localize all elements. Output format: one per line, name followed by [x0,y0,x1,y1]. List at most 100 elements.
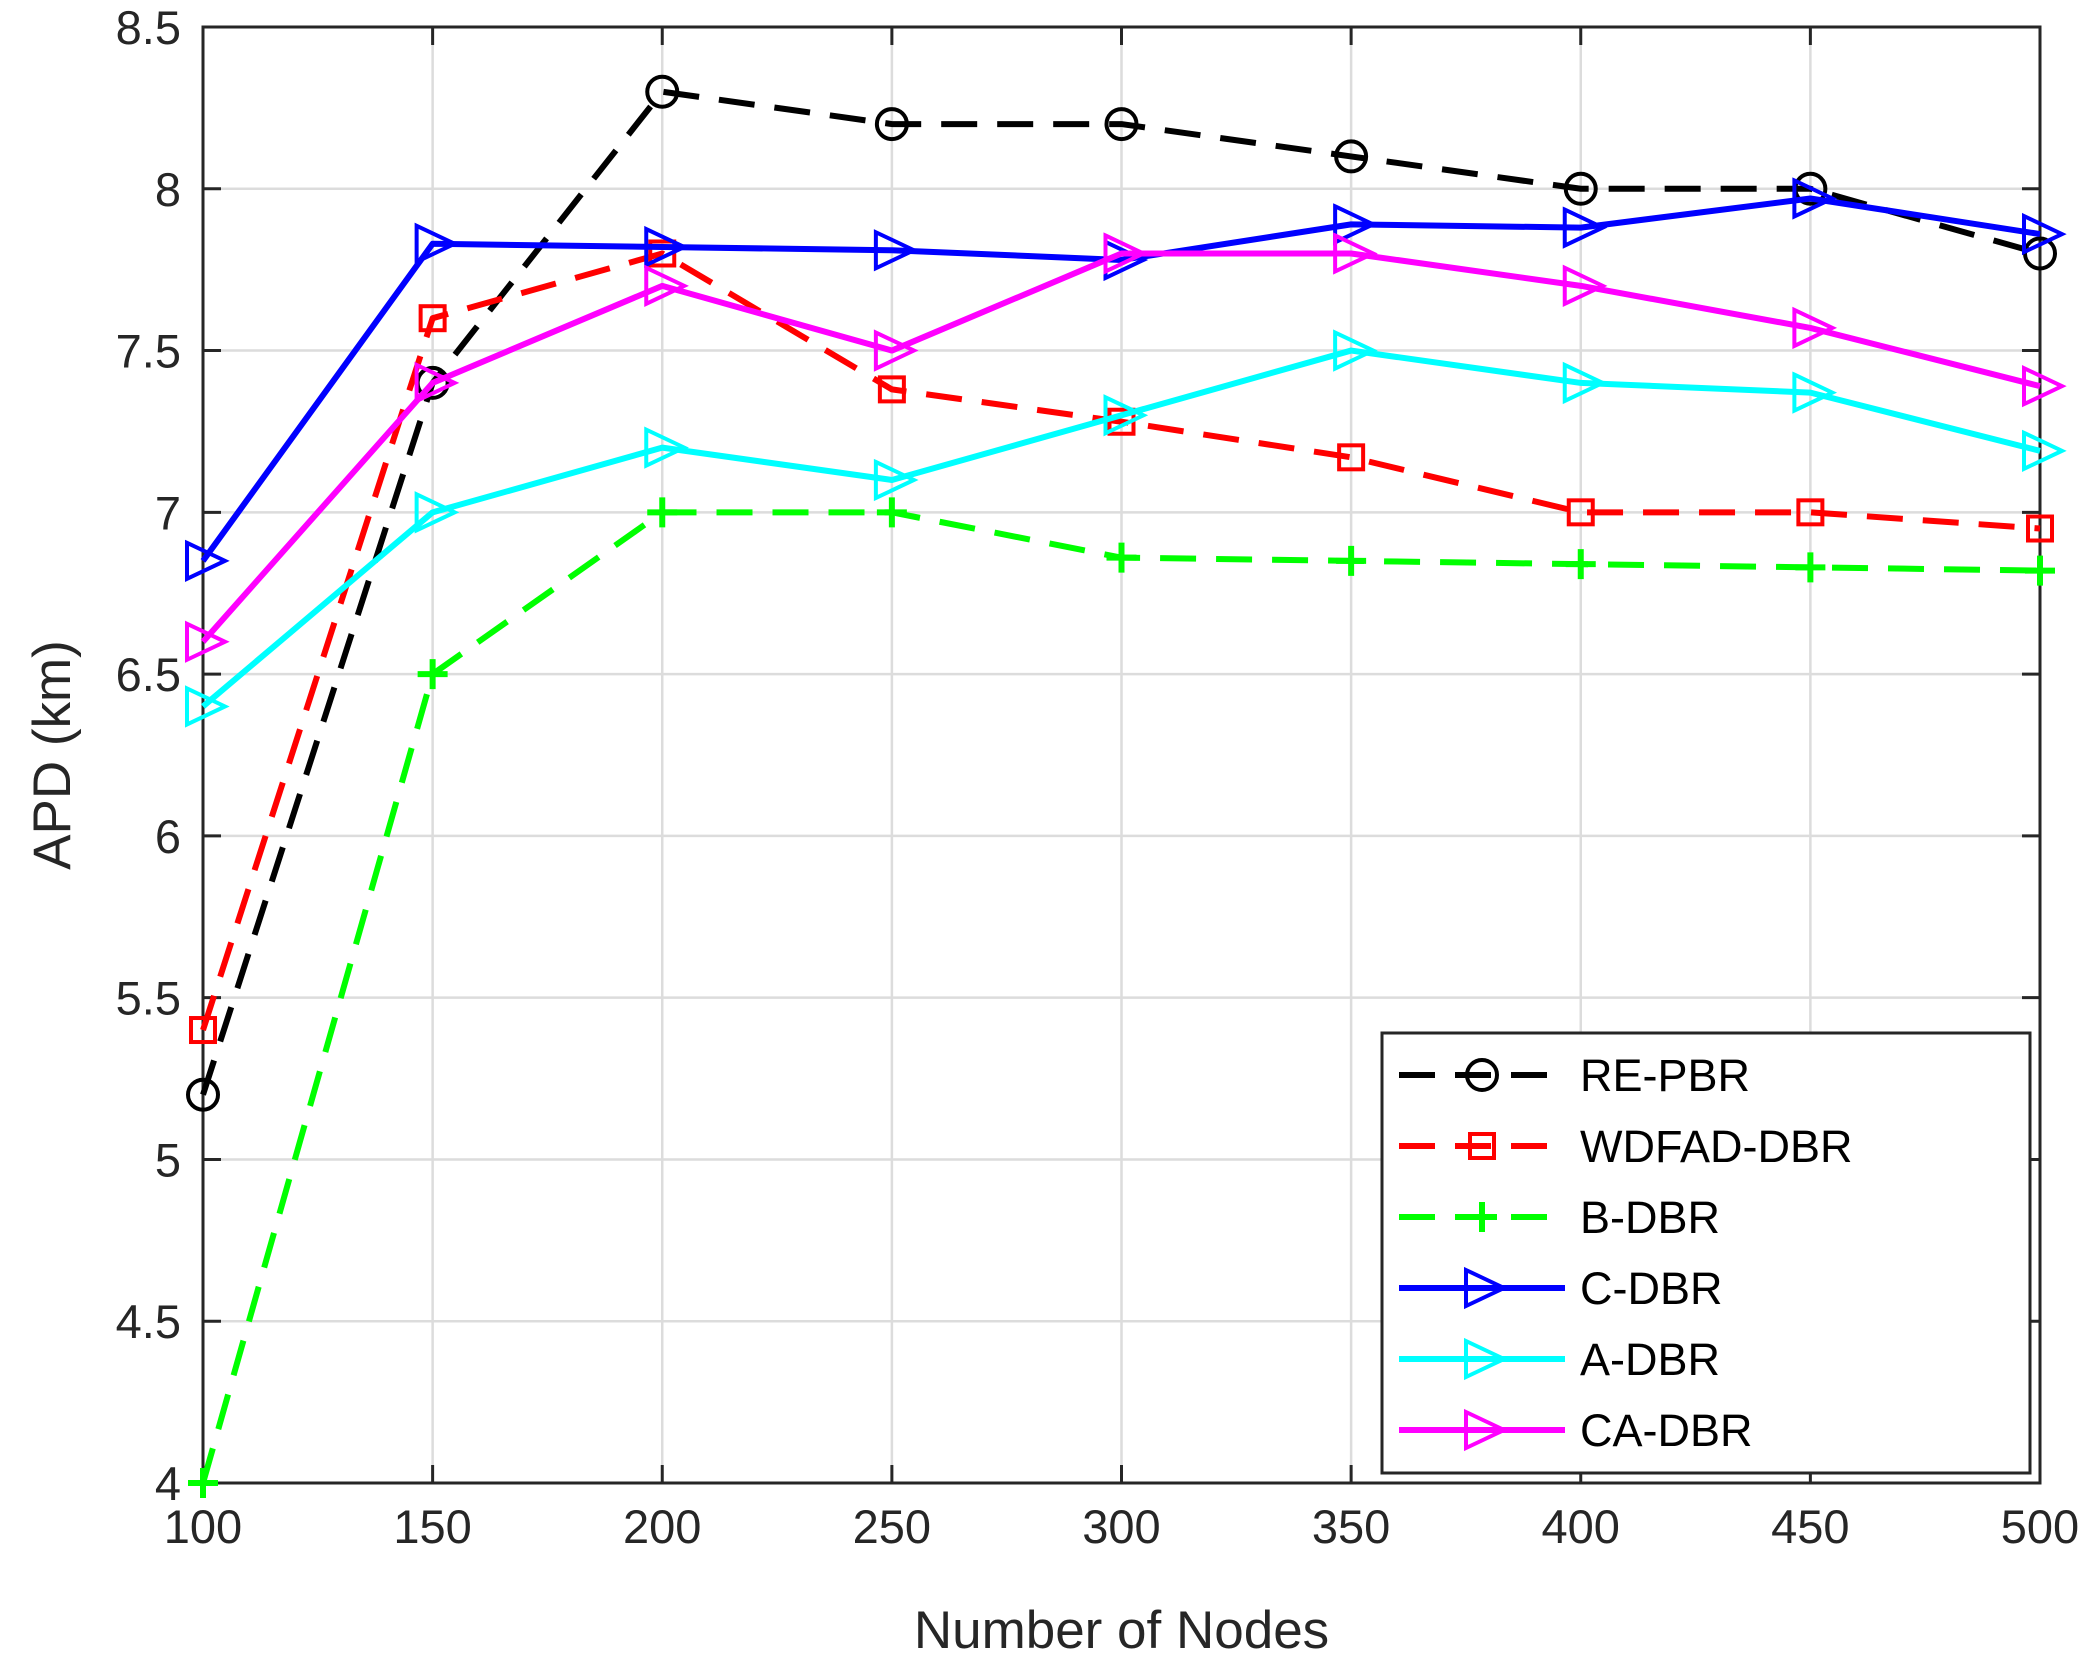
series-line-re-pbr [200,88,2041,1096]
x-tick-label: 200 [623,1500,701,1553]
series-ca-dbr [185,232,2067,663]
legend-item: RE-PBR [1399,1050,1750,1101]
legend-item: CA-DBR [1399,1405,1753,1456]
legend-marker [1464,1337,1509,1381]
legend-label: CA-DBR [1580,1405,1753,1456]
data-point-a-dbr [644,426,689,469]
data-point-ca-dbr [644,264,689,308]
legend-box [1380,1031,2032,1475]
legend-marker [1467,1202,1497,1232]
x-tick-label: 350 [1312,1500,1390,1553]
data-point-c-dbr [185,539,230,583]
x-tick-label: 400 [1542,1500,1620,1553]
legend-marker [1468,1132,1496,1160]
data-point-b-dbr [2025,555,2055,586]
y-tick-label: 8 [155,163,181,216]
legend-marker [1464,1266,1509,1310]
data-point-ca-dbr [1562,264,1608,308]
data-point-a-dbr [1333,329,1378,372]
series-a-dbr [185,329,2067,728]
data-point-b-dbr [1795,552,1826,583]
data-point-c-dbr [1792,177,1838,220]
x-tick-label: 250 [853,1500,931,1553]
series [185,74,2067,1498]
legend-label: C-DBR [1580,1263,1723,1314]
data-point-wdfad-dbr [2026,514,2054,543]
data-point-c-dbr [414,222,460,265]
data-point-wdfad-dbr [418,304,447,333]
data-point-c-dbr [1333,203,1378,246]
series-line-c-dbr [200,195,2041,563]
data-point-re-pbr [1334,139,1369,174]
data-point-wdfad-dbr [1337,443,1366,472]
legend-label: WDFAD-DBR [1580,1121,1852,1172]
legend-item: B-DBR [1399,1192,1720,1243]
y-tick-label: 5.5 [116,972,181,1025]
data-point-re-pbr [1563,171,1598,206]
data-point-re-pbr [874,107,909,142]
data-point-ca-dbr [1333,232,1378,275]
data-point-wdfad-dbr [189,1016,217,1045]
data-point-b-dbr [1106,542,1137,573]
y-tick-label: 8.5 [116,1,181,54]
y-tick-label: 7.5 [116,325,181,378]
data-point-a-dbr [2022,429,2067,473]
legend-marker [1464,1408,1509,1452]
data-point-re-pbr [1104,107,1139,142]
series-re-pbr [186,74,2057,1112]
data-point-b-dbr [1336,545,1367,576]
legend: RE-PBR WDFAD-DBR B-DBR C-DBR A-DBR CA-DBR [1380,1031,2032,1475]
data-point-wdfad-dbr [877,375,906,404]
y-tick-label: 5 [155,1133,181,1186]
data-point-a-dbr [185,685,230,728]
data-point-a-dbr [1562,361,1608,405]
y-axis-title: APD (km) [23,640,82,870]
y-tick-label: 7 [155,486,181,539]
data-point-ca-dbr [873,329,919,372]
y-tick-label: 4.5 [116,1295,181,1348]
x-tick-label: 300 [1082,1500,1160,1553]
data-point-c-dbr [644,225,689,269]
data-point-a-dbr [414,491,460,534]
data-point-a-dbr [1792,371,1838,414]
y-tick-label: 6 [155,810,181,863]
x-tick-label: 500 [2001,1500,2079,1553]
legend-item: A-DBR [1399,1334,1720,1385]
series-b-dbr [188,497,2055,1498]
series-line-ca-dbr [200,250,2041,644]
data-point-c-dbr [1562,206,1608,249]
data-point-ca-dbr [1103,232,1149,275]
data-point-re-pbr [186,1077,220,1112]
data-point-ca-dbr [414,361,460,405]
data-point-ca-dbr [1792,306,1838,350]
data-point-b-dbr [876,497,907,528]
data-point-ca-dbr [185,620,230,663]
legend-marker [1465,1058,1499,1092]
data-point-wdfad-dbr [1796,498,1825,527]
data-point-b-dbr [1565,549,1596,580]
data-point-b-dbr [417,659,448,690]
data-point-c-dbr [873,229,919,272]
legend-item: C-DBR [1399,1263,1723,1314]
data-point-b-dbr [188,1468,218,1498]
legend-label: B-DBR [1580,1192,1720,1243]
x-tick-label: 450 [1771,1500,1849,1553]
legend-label: A-DBR [1580,1334,1720,1385]
data-point-a-dbr [1103,394,1149,437]
data-point-a-dbr [873,458,919,502]
x-tick-label: 100 [164,1500,242,1553]
legend-label: RE-PBR [1580,1050,1750,1101]
data-point-re-pbr [645,74,680,109]
data-point-wdfad-dbr [1566,498,1595,527]
data-point-c-dbr [2022,212,2067,256]
x-tick-label: 150 [393,1500,471,1553]
series-line-wdfad-dbr [200,250,2041,1031]
plot-frame [201,25,2042,1485]
data-point-b-dbr [647,497,678,528]
series-line-a-dbr [201,347,2041,709]
y-tick-label: 4 [155,1457,181,1510]
y-tick-label: 6.5 [116,648,181,701]
x-axis-title: Number of Nodes [914,1601,1329,1660]
data-point-ca-dbr [2022,364,2067,408]
